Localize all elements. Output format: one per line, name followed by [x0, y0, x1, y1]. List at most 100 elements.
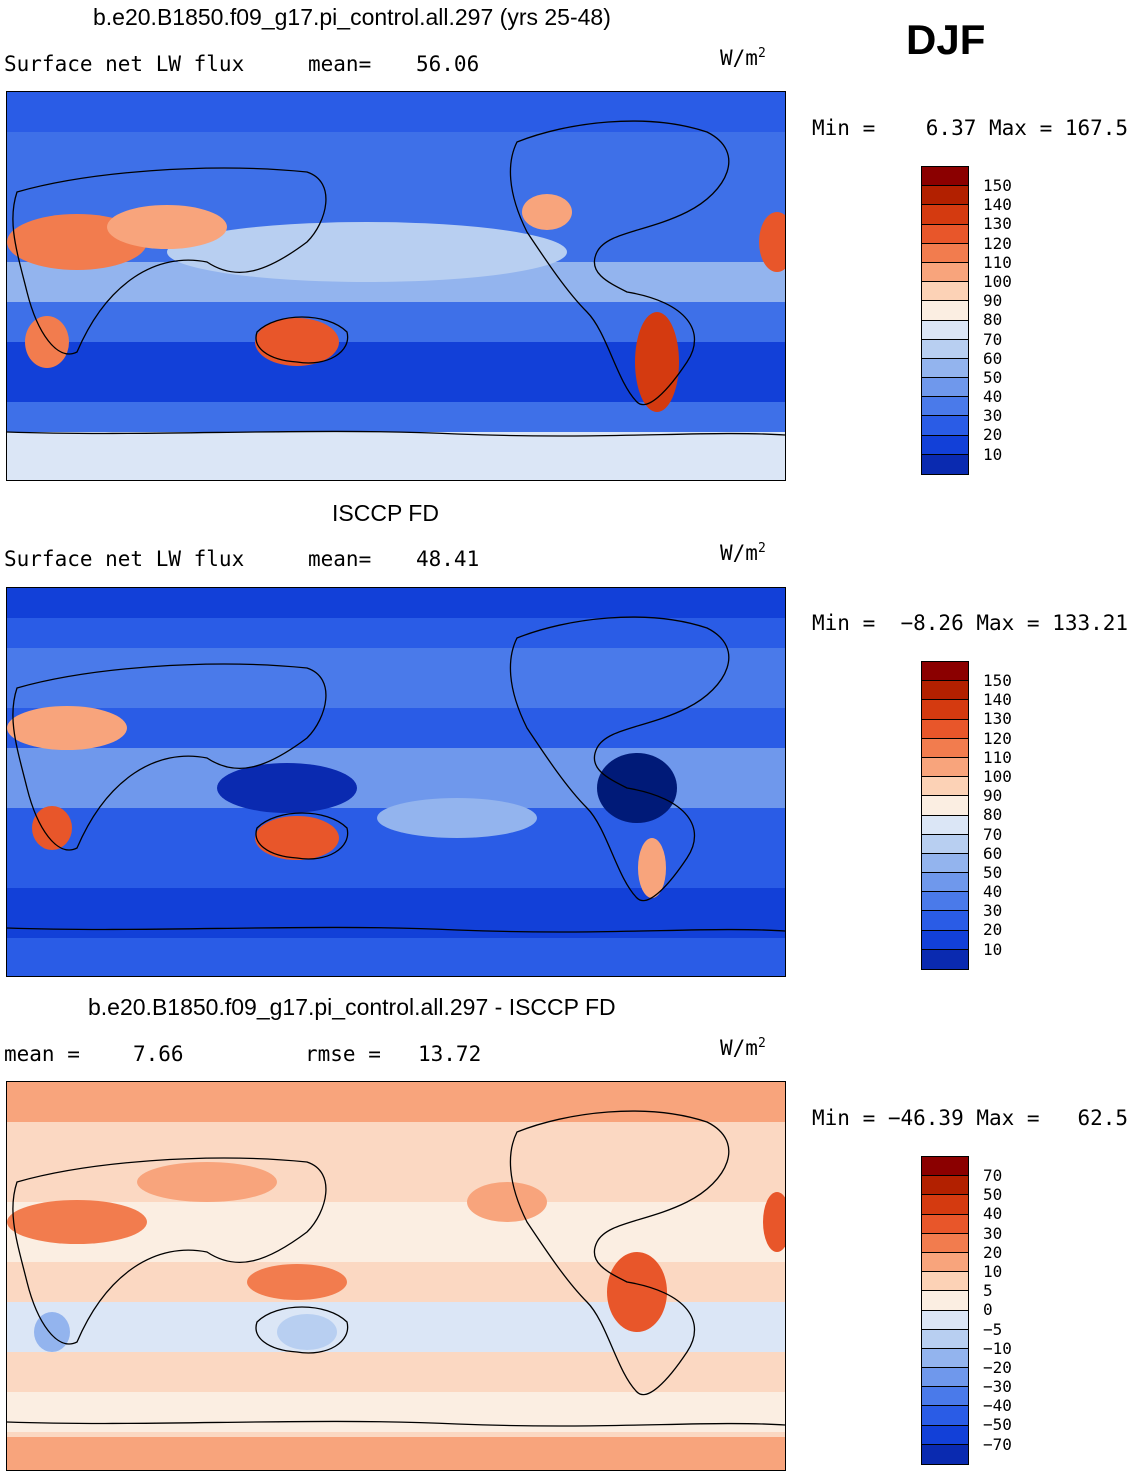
colorbar-cell [922, 358, 968, 379]
colorbar-tick-label: 40 [983, 882, 1003, 902]
colorbar-cell [922, 320, 968, 340]
colorbar-tick-label: 40 [983, 387, 1003, 407]
colorbar-cell [922, 339, 968, 359]
panel2-mean-value: 48.41 [416, 547, 480, 571]
colorbar-tick-label: 130 [983, 709, 1012, 729]
colorbar-tick-label: 80 [983, 805, 1003, 825]
colorbar-tick-label: 50 [983, 367, 1003, 387]
colorbar-cell [922, 454, 968, 474]
panel2-mean-label: mean= [308, 547, 372, 571]
panel2-units: W/m2 [720, 541, 766, 565]
colorbar-tick-label: 150 [983, 176, 1012, 195]
colorbar-tick-label: 110 [983, 747, 1012, 767]
panel2-minmax: Min = −8.26 Max = 133.21 [812, 611, 1128, 635]
panel3-mean-value: 7.66 [133, 1042, 184, 1066]
colorbar-cell [922, 911, 968, 931]
colorbar-cell [922, 301, 968, 321]
colorbar-cell [922, 205, 968, 225]
colorbar-tick-label: 70 [983, 329, 1003, 349]
colorbar-cell [922, 243, 968, 263]
panel2-map [6, 587, 786, 977]
colorbar-tick-label: 20 [983, 920, 1003, 940]
colorbar-cell [922, 757, 968, 778]
colorbar-tick-label: 30 [983, 406, 1003, 426]
colorbar-tick-label: 120 [983, 233, 1012, 253]
colorbar-cell [922, 1157, 968, 1177]
colorbar-tick-label: 10 [983, 1261, 1003, 1281]
colorbar-cell [922, 186, 968, 206]
colorbar-cell [922, 397, 968, 417]
season-label: DJF [906, 16, 986, 63]
panel3-colorbar [921, 1156, 969, 1465]
colorbar-tick-label: 140 [983, 195, 1012, 215]
panel3-minmax: Min = −46.39 Max = 62.53 [812, 1106, 1128, 1130]
colorbar-tick-label: 120 [983, 728, 1012, 748]
panel1-colorbar [921, 166, 969, 475]
colorbar-cell [922, 1214, 968, 1234]
colorbar-cell [922, 1368, 968, 1388]
colorbar-tick-label: 50 [983, 1185, 1003, 1205]
colorbar-cell [922, 282, 968, 302]
colorbar-cell [922, 681, 968, 701]
colorbar-cell [922, 777, 968, 797]
colorbar-tick-label: 20 [983, 1242, 1003, 1262]
panel1-colorbar-ticks: 150 140 130 120 110 100 90 80 70 60 50 40 30 20 10 [983, 176, 1012, 464]
panel3-title: b.e20.B1850.f09_g17.pi_control.all.297 -… [88, 994, 616, 1020]
panel2-variable-label: Surface net LW flux [4, 547, 245, 571]
panel3-colorbar-ticks: 70 50 40 30 20 10 5 0 −5 −10 −20 −30 −40 −50 −70 [983, 1166, 1012, 1454]
panel1-map [6, 91, 786, 481]
panel1-units: W/m2 [720, 46, 766, 70]
colorbar-cell [922, 1387, 968, 1407]
colorbar-cell [922, 1272, 968, 1292]
colorbar-cell [922, 1291, 968, 1311]
colorbar-tick-label: −30 [983, 1377, 1012, 1397]
colorbar-cell [922, 930, 968, 950]
panel1-mean-label: mean= [308, 52, 372, 76]
colorbar-cell [922, 1444, 968, 1464]
colorbar-tick-label: 140 [983, 690, 1012, 710]
colorbar-tick-label: 30 [983, 1223, 1003, 1243]
colorbar-cell [922, 949, 968, 969]
colorbar-tick-label: −40 [983, 1396, 1012, 1416]
colorbar-cell [922, 378, 968, 398]
colorbar-tick-label: 100 [983, 766, 1012, 786]
colorbar-tick-label: 60 [983, 348, 1003, 368]
colorbar-cell [922, 815, 968, 835]
colorbar-cell [922, 435, 968, 455]
colorbar-cell [922, 1195, 968, 1215]
colorbar-tick-label: −5 [983, 1319, 1003, 1339]
colorbar-cell [922, 738, 968, 758]
colorbar-cell [922, 834, 968, 854]
colorbar-cell [922, 262, 968, 283]
colorbar-tick-label: 10 [983, 939, 1003, 959]
colorbar-tick-label: 40 [983, 1204, 1003, 1224]
colorbar-cell [922, 224, 968, 244]
colorbar-tick-label: 80 [983, 310, 1003, 330]
colorbar-tick-label: 100 [983, 271, 1012, 291]
panel1-title: b.e20.B1850.f09_g17.pi_control.all.297 (… [93, 4, 611, 30]
colorbar-tick-label: 10 [983, 444, 1003, 464]
panel3-units: W/m2 [720, 1036, 766, 1060]
colorbar-cell [922, 167, 968, 187]
panel2-colorbar [921, 661, 969, 970]
colorbar-cell [922, 662, 968, 682]
colorbar-tick-label: 110 [983, 252, 1012, 272]
colorbar-cell [922, 1176, 968, 1196]
panel3-rmse-value: 13.72 [418, 1042, 482, 1066]
colorbar-cell [922, 892, 968, 912]
colorbar-tick-label: 30 [983, 901, 1003, 921]
colorbar-tick-label: −50 [983, 1415, 1012, 1435]
panel2-title: ISCCP FD [332, 500, 439, 526]
colorbar-cell [922, 416, 968, 436]
colorbar-cell [922, 1233, 968, 1253]
colorbar-tick-label: −70 [983, 1434, 1012, 1454]
colorbar-cell [922, 873, 968, 893]
colorbar-cell [922, 1252, 968, 1273]
colorbar-cell [922, 853, 968, 874]
colorbar-tick-label: 130 [983, 214, 1012, 234]
colorbar-tick-label: 0 [983, 1300, 993, 1320]
colorbar-cell [922, 700, 968, 720]
colorbar-cell [922, 1348, 968, 1369]
colorbar-cell [922, 1329, 968, 1349]
colorbar-cell [922, 1310, 968, 1330]
